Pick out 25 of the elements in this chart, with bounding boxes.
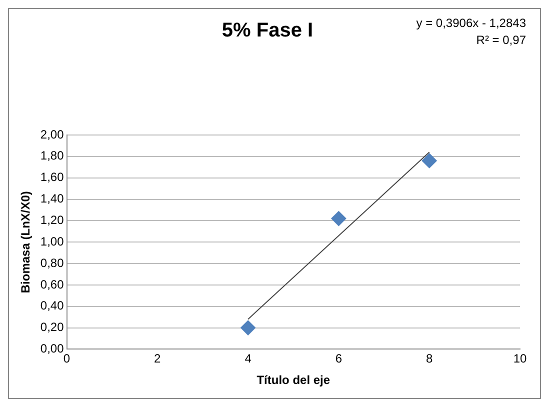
x-tick-label: 4 <box>244 352 252 366</box>
y-tick-label: 1,20 <box>40 212 64 227</box>
text: R² = 0,97 <box>476 33 526 47</box>
y-tick-label: 1,40 <box>40 192 64 206</box>
y-tick-label: 2,00 <box>40 127 64 142</box>
point <box>240 320 256 336</box>
y-tick-label: 0,20 <box>40 320 64 334</box>
point <box>422 153 437 168</box>
y-tick-label: 0,40 <box>40 298 64 313</box>
y-tick-label: 1,00 <box>40 234 64 248</box>
y-tick-label: 1,80 <box>40 148 64 163</box>
x-tick-label: 6 <box>335 352 342 366</box>
y-tick-label: 1,60 <box>40 170 64 184</box>
x-tick-label: 0 <box>63 352 70 366</box>
text: y = 0,3906x - 1,2843 <box>416 16 526 30</box>
y-tick-label: 0,00 <box>40 342 64 356</box>
y-tick-label: 0,60 <box>40 277 64 292</box>
chart-title: 5% Fase I <box>222 20 314 42</box>
x-axis-title: Título del eje <box>256 373 330 388</box>
point <box>331 211 346 226</box>
y-tick-label: 0,80 <box>40 256 64 270</box>
x-tick-label: 2 <box>154 352 162 366</box>
y-axis-title: Biomasa (LnX/X0) <box>18 191 33 294</box>
x-tick-label: 8 <box>426 352 434 366</box>
x-tick-label: 10 <box>513 352 527 366</box>
